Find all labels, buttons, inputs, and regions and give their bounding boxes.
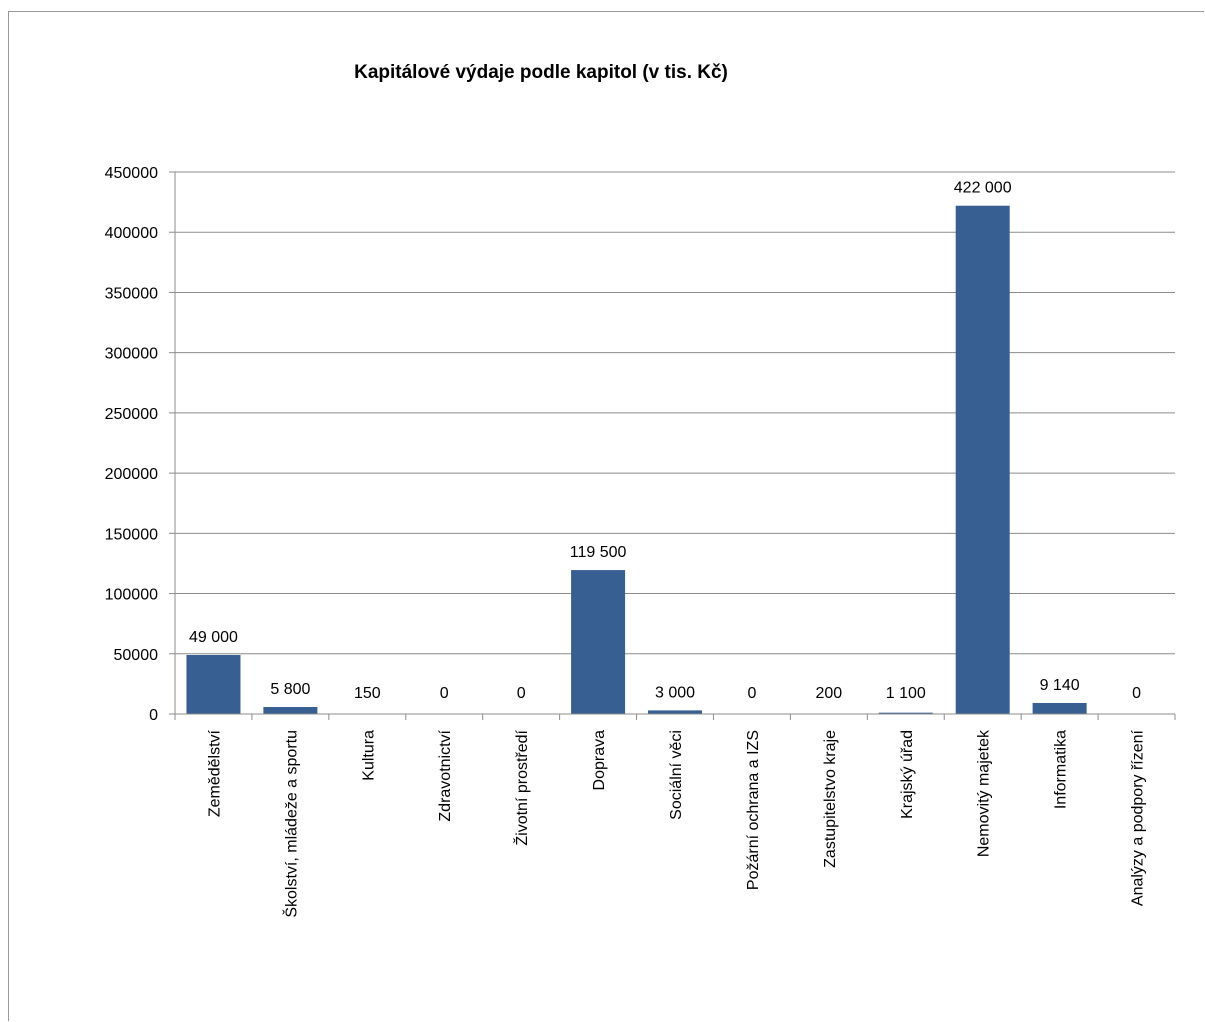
bar [263, 707, 318, 714]
data-label: 9 140 [1040, 677, 1080, 694]
y-tick-labels: 0 50000 100000 150000 200000 250000 300000 3500… [105, 165, 158, 724]
y-tick-label: 100000 [105, 587, 158, 604]
x-tick-label: Sociální věci [668, 730, 685, 820]
data-labels: 49 000 5 800 150 0 0 119 500 3 000 0 200 1 100 422… [189, 180, 1141, 702]
data-label: 200 [815, 685, 842, 702]
bar [1032, 702, 1087, 714]
x-tick-label: Životní prostředí [512, 729, 531, 845]
y-tick-label: 300000 [105, 346, 158, 363]
data-label: 119 500 [570, 544, 627, 561]
bars [186, 205, 1087, 715]
x-tick-label: Nemovitý majetek [976, 729, 993, 857]
y-tick-label: 0 [149, 707, 158, 724]
data-label: 0 [517, 685, 526, 702]
y-tick-label: 250000 [105, 406, 158, 423]
chart-title: Kapitálové výdaje podle kapitol (v tis. … [354, 62, 728, 83]
data-label: 3 000 [655, 684, 695, 701]
x-tick-label: Zemědělství [206, 729, 223, 817]
x-tick-label: Doprava [591, 730, 608, 791]
x-tick-label: Zdravotnictví [437, 729, 454, 821]
data-label: 150 [354, 685, 381, 702]
x-tick-label: Kultura [360, 730, 377, 781]
data-label: 0 [747, 685, 756, 702]
x-tick-label: Analýzy a podpory řízení [1130, 729, 1147, 906]
y-tick-label: 350000 [105, 285, 158, 302]
x-tick-label: Zastupitelstvo kraje [822, 730, 839, 868]
y-tick-label: 200000 [105, 466, 158, 483]
y-tick-label: 450000 [105, 165, 158, 182]
bar [878, 712, 933, 714]
x-tick-labels: Zemědělství Školství, mládeže a sportu Kul… [206, 729, 1146, 918]
data-label: 422 000 [954, 180, 1012, 197]
y-tick-label: 50000 [114, 647, 159, 664]
bar [186, 654, 241, 714]
data-label: 1 100 [886, 685, 926, 702]
y-tick-label: 400000 [105, 225, 158, 242]
bar [571, 570, 626, 714]
gridlines [175, 171, 1175, 655]
x-tick-label: Školství, mládeže a sportu [281, 730, 300, 918]
x-tick-label: Informatika [1053, 730, 1070, 809]
bar [648, 710, 702, 714]
x-tick-label: Požární ochrana a IZS [745, 730, 762, 890]
y-tick-label: 150000 [105, 526, 158, 543]
data-label: 0 [440, 685, 449, 702]
data-label: 5 800 [270, 681, 310, 698]
bar [955, 205, 1010, 715]
data-label: 49 000 [189, 629, 238, 646]
data-label: 0 [1132, 685, 1141, 702]
x-tick-label: Krajský úřad [899, 730, 916, 819]
axes [169, 171, 1176, 720]
